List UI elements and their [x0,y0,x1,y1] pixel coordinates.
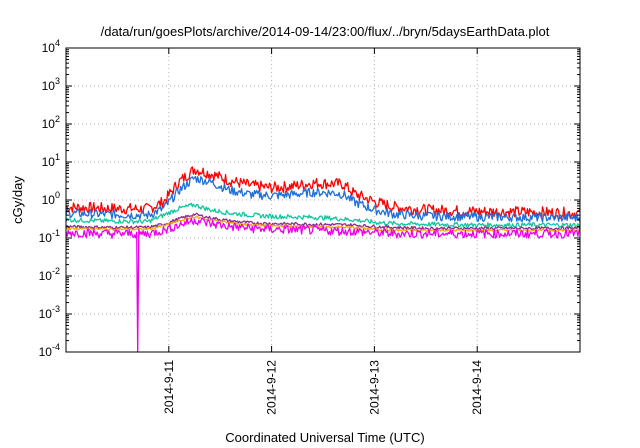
series-line-3 [65,202,581,228]
y-tick-label: 10-4 [39,342,60,359]
y-tick-label: 103 [42,76,60,93]
y-tick-label: 10-2 [39,266,60,283]
x-tick-label: 2014-9-14 [470,360,484,415]
y-tick-label: 104 [42,38,60,55]
y-tick-label: 101 [42,152,60,169]
x-axis-label: Coordinated Universal Time (UTC) [225,430,424,445]
x-tick-label: 2014-9-13 [367,360,381,415]
grid [66,48,580,352]
x-tick-label: 2014-9-12 [265,360,279,415]
plot-frame [65,47,581,353]
y-tick-label: 102 [42,114,60,131]
tick-labels: 10-4 10-3 10-2 10-1 100 101 102 103 104 2014-9-11… [39,38,485,415]
series-layer [65,166,581,353]
y-tick-label: 10-3 [39,304,60,321]
y-tick-label: 10-1 [39,228,60,245]
series-line-6 [65,217,581,353]
series-line-2 [65,175,581,223]
series-line-1 [65,166,581,220]
chart-title: /data/run/goesPlots/archive/2014-09-14/2… [101,24,550,39]
y-axis-label: cGy/day [10,176,25,224]
y-tick-label: 100 [42,190,60,207]
x-tick-label: 2014-9-11 [162,360,176,414]
